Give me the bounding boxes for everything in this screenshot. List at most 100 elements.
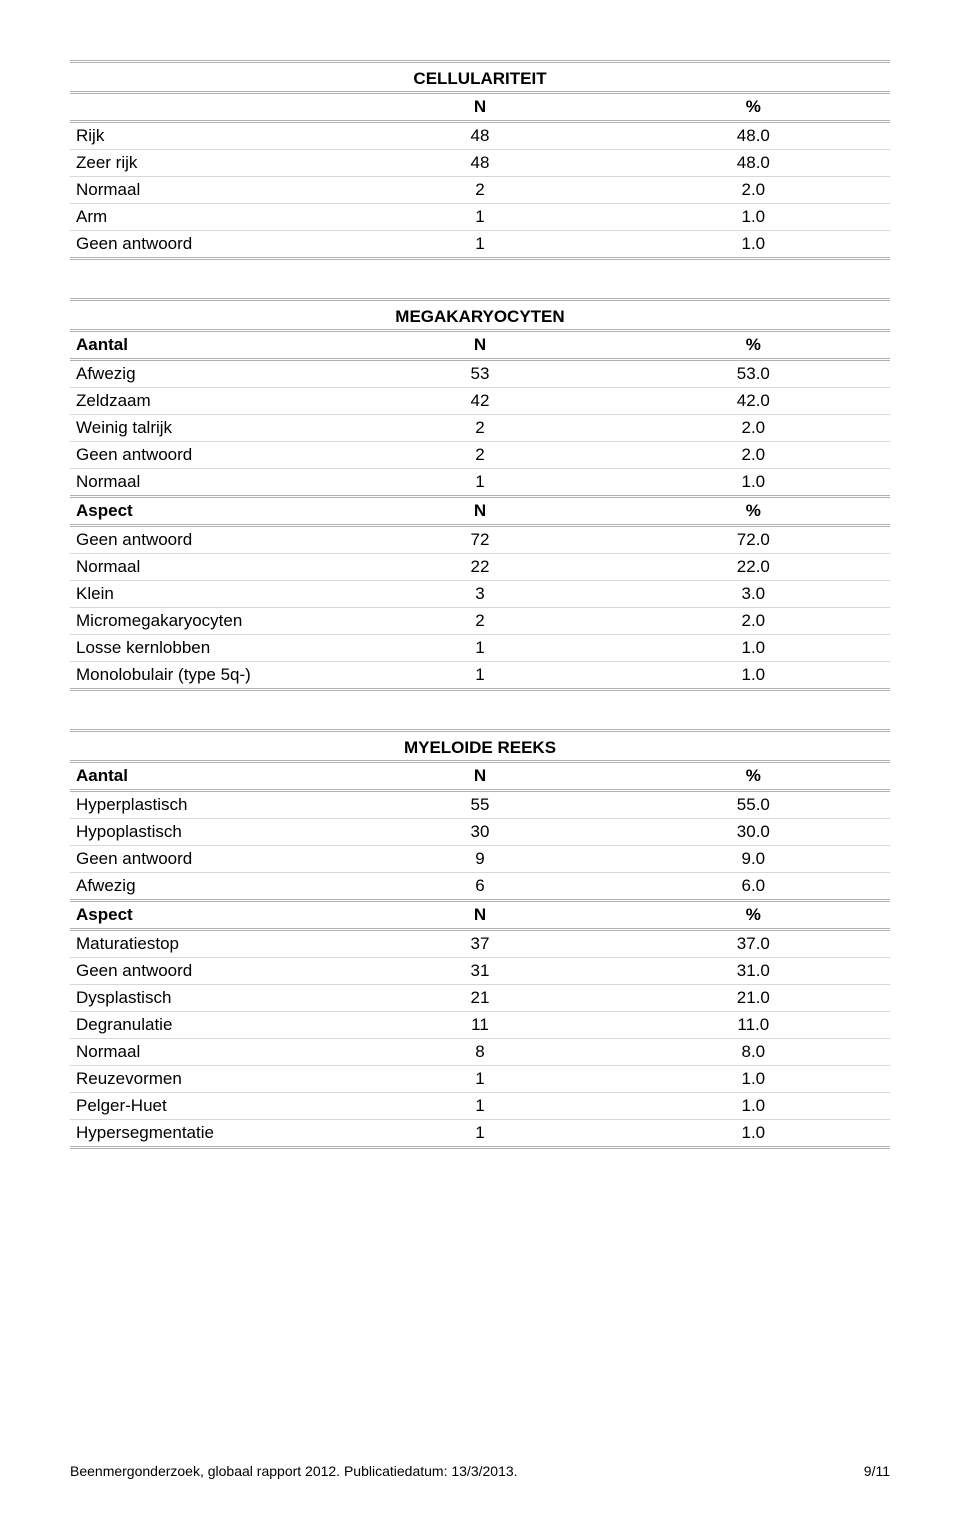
- column-header: N: [343, 331, 616, 360]
- row-n: 9: [343, 846, 616, 873]
- row-label: Geen antwoord: [70, 231, 343, 259]
- row-pct: 30.0: [617, 819, 890, 846]
- row-pct: 1.0: [617, 1066, 890, 1093]
- column-header: %: [617, 497, 890, 526]
- table-title: MEGAKARYOCYTEN: [70, 300, 890, 331]
- row-label: Dysplastisch: [70, 985, 343, 1012]
- table-row: Geen antwoord7272.0: [70, 526, 890, 554]
- row-n: 37: [343, 930, 616, 958]
- row-label: Degranulatie: [70, 1012, 343, 1039]
- row-label: Zeer rijk: [70, 150, 343, 177]
- row-n: 6: [343, 873, 616, 901]
- row-label: Reuzevormen: [70, 1066, 343, 1093]
- row-n: 3: [343, 581, 616, 608]
- column-header: Aspect: [70, 497, 343, 526]
- table-row: Hypersegmentatie11.0: [70, 1120, 890, 1148]
- row-n: 1: [343, 469, 616, 497]
- row-n: 2: [343, 442, 616, 469]
- row-n: 31: [343, 958, 616, 985]
- table-row: Arm11.0: [70, 204, 890, 231]
- row-n: 1: [343, 1093, 616, 1120]
- table-row: Reuzevormen11.0: [70, 1066, 890, 1093]
- table-row: Geen antwoord22.0: [70, 442, 890, 469]
- row-n: 48: [343, 150, 616, 177]
- row-label: Maturatiestop: [70, 930, 343, 958]
- row-pct: 42.0: [617, 388, 890, 415]
- row-pct: 1.0: [617, 469, 890, 497]
- table-title: CELLULARITEIT: [70, 62, 890, 93]
- row-pct: 2.0: [617, 415, 890, 442]
- row-pct: 1.0: [617, 231, 890, 259]
- data-table: CELLULARITEITN%Rijk4848.0Zeer rijk4848.0…: [70, 60, 890, 260]
- table-row: Pelger-Huet11.0: [70, 1093, 890, 1120]
- column-header: %: [617, 901, 890, 930]
- row-n: 11: [343, 1012, 616, 1039]
- row-pct: 21.0: [617, 985, 890, 1012]
- row-pct: 1.0: [617, 635, 890, 662]
- table-row: Normaal11.0: [70, 469, 890, 497]
- row-pct: 22.0: [617, 554, 890, 581]
- column-header: Aspect: [70, 901, 343, 930]
- table-row: Hypoplastisch3030.0: [70, 819, 890, 846]
- row-label: Normaal: [70, 1039, 343, 1066]
- row-n: 2: [343, 177, 616, 204]
- table-row: Normaal88.0: [70, 1039, 890, 1066]
- row-label: Klein: [70, 581, 343, 608]
- row-n: 55: [343, 791, 616, 819]
- table-row: Dysplastisch2121.0: [70, 985, 890, 1012]
- row-n: 2: [343, 415, 616, 442]
- page-footer: Beenmergonderzoek, globaal rapport 2012.…: [70, 1463, 890, 1479]
- row-pct: 6.0: [617, 873, 890, 901]
- row-pct: 1.0: [617, 1120, 890, 1148]
- row-n: 22: [343, 554, 616, 581]
- row-label: Micromegakaryocyten: [70, 608, 343, 635]
- row-label: Pelger-Huet: [70, 1093, 343, 1120]
- row-n: 1: [343, 635, 616, 662]
- table-row: Geen antwoord11.0: [70, 231, 890, 259]
- row-pct: 1.0: [617, 662, 890, 690]
- row-pct: 3.0: [617, 581, 890, 608]
- table-row: Monolobulair (type 5q-)11.0: [70, 662, 890, 690]
- column-header: N: [343, 762, 616, 791]
- column-header: %: [617, 93, 890, 122]
- row-pct: 8.0: [617, 1039, 890, 1066]
- footer-left: Beenmergonderzoek, globaal rapport 2012.…: [70, 1463, 518, 1479]
- row-n: 1: [343, 204, 616, 231]
- row-label: Normaal: [70, 469, 343, 497]
- table-row: Losse kernlobben11.0: [70, 635, 890, 662]
- column-header: N: [343, 901, 616, 930]
- table-row: Klein33.0: [70, 581, 890, 608]
- row-n: 48: [343, 122, 616, 150]
- column-header: %: [617, 331, 890, 360]
- row-label: Arm: [70, 204, 343, 231]
- table-row: Weinig talrijk22.0: [70, 415, 890, 442]
- row-label: Hypersegmentatie: [70, 1120, 343, 1148]
- row-n: 30: [343, 819, 616, 846]
- row-pct: 2.0: [617, 177, 890, 204]
- row-pct: 72.0: [617, 526, 890, 554]
- row-n: 2: [343, 608, 616, 635]
- table-row: Afwezig5353.0: [70, 360, 890, 388]
- column-header: N: [343, 497, 616, 526]
- column-header: Aantal: [70, 331, 343, 360]
- column-header: N: [343, 93, 616, 122]
- row-label: Normaal: [70, 554, 343, 581]
- row-label: Afwezig: [70, 873, 343, 901]
- table-row: Maturatiestop3737.0: [70, 930, 890, 958]
- table-row: Geen antwoord99.0: [70, 846, 890, 873]
- row-label: Weinig talrijk: [70, 415, 343, 442]
- row-label: Losse kernlobben: [70, 635, 343, 662]
- row-pct: 2.0: [617, 442, 890, 469]
- row-n: 1: [343, 662, 616, 690]
- row-label: Normaal: [70, 177, 343, 204]
- row-pct: 37.0: [617, 930, 890, 958]
- table-row: Normaal2222.0: [70, 554, 890, 581]
- row-label: Geen antwoord: [70, 958, 343, 985]
- table-row: Zeer rijk4848.0: [70, 150, 890, 177]
- row-n: 21: [343, 985, 616, 1012]
- row-label: Hyperplastisch: [70, 791, 343, 819]
- row-n: 42: [343, 388, 616, 415]
- row-pct: 1.0: [617, 204, 890, 231]
- column-header: %: [617, 762, 890, 791]
- table-row: Geen antwoord3131.0: [70, 958, 890, 985]
